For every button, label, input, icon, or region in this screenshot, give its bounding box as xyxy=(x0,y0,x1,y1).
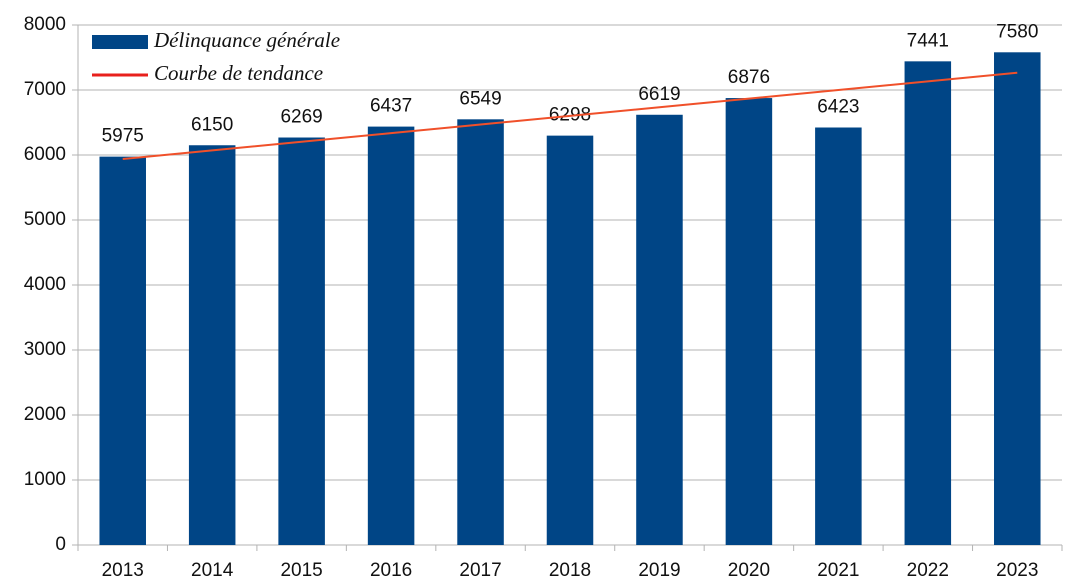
data-label: 5975 xyxy=(102,126,144,147)
legend-label: Courbe de tendance xyxy=(154,61,323,85)
bar xyxy=(546,135,594,545)
legend: Délinquance générale Courbe de tendance xyxy=(92,28,340,85)
bar xyxy=(278,137,325,545)
y-tick-label: 0 xyxy=(55,534,66,555)
y-tick-label: 7000 xyxy=(24,79,66,100)
x-tick-label: 2022 xyxy=(907,560,949,580)
y-tick-label: 8000 xyxy=(24,14,66,35)
x-tick-label: 2018 xyxy=(549,560,591,580)
trend-line xyxy=(122,71,1018,161)
x-tick-label: 2015 xyxy=(280,560,322,580)
x-tick-label: 2023 xyxy=(996,560,1038,580)
x-tick-label: 2021 xyxy=(817,560,859,580)
bar xyxy=(188,145,236,545)
bar xyxy=(99,156,146,545)
data-label: 6549 xyxy=(459,88,501,109)
bar xyxy=(457,119,504,545)
y-tick-label: 3000 xyxy=(24,339,66,360)
x-tick-label: 2019 xyxy=(638,560,680,580)
x-tick-label: 2013 xyxy=(102,560,144,580)
x-tick-label: 2017 xyxy=(459,560,501,580)
data-label: 6619 xyxy=(638,84,680,105)
data-label: 7580 xyxy=(996,21,1038,42)
x-tick-label: 2016 xyxy=(370,560,412,580)
bar xyxy=(725,98,773,545)
data-label: 6876 xyxy=(728,67,770,88)
bar xyxy=(636,114,683,545)
y-tick-label: 5000 xyxy=(24,209,66,230)
x-tick-label: 2020 xyxy=(728,560,770,580)
bar xyxy=(367,126,415,545)
bar xyxy=(904,61,952,546)
bar xyxy=(815,127,862,545)
data-label: 6150 xyxy=(191,114,233,135)
x-tick-label: 2014 xyxy=(191,560,234,580)
y-tick-label: 6000 xyxy=(24,144,66,165)
data-label: 7441 xyxy=(907,30,949,51)
y-tick-label: 2000 xyxy=(24,404,66,425)
legend-label: Délinquance générale xyxy=(153,28,340,52)
data-label: 6423 xyxy=(817,97,859,118)
bar xyxy=(994,52,1041,546)
data-label: 6437 xyxy=(370,96,412,117)
y-tick-label: 1000 xyxy=(24,469,66,490)
data-label: 6269 xyxy=(280,107,322,128)
y-tick-label: 4000 xyxy=(24,274,66,295)
legend-swatch xyxy=(92,35,148,49)
